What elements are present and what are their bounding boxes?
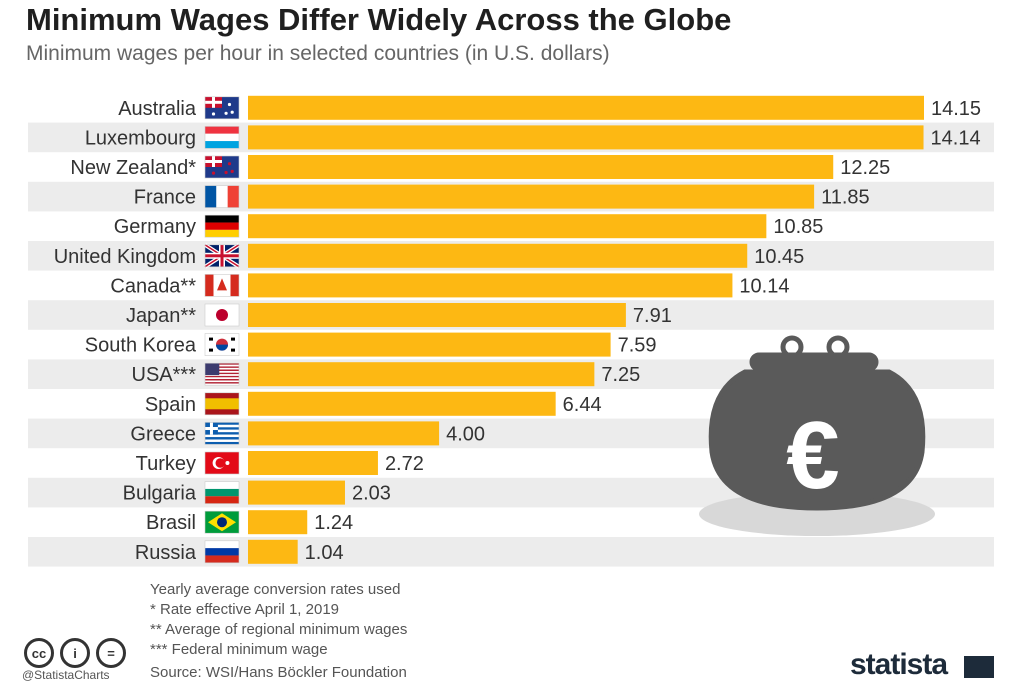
value-label: 7.59 bbox=[618, 335, 657, 357]
spain-flag-icon bbox=[204, 392, 240, 416]
category-label: Canada** bbox=[110, 275, 196, 297]
bar bbox=[248, 391, 556, 416]
category-label: United Kingdom bbox=[54, 246, 196, 268]
bar bbox=[248, 214, 767, 239]
value-label: 11.85 bbox=[821, 187, 870, 209]
usa-flag-icon bbox=[204, 362, 240, 386]
category-label: Greece bbox=[130, 423, 196, 445]
footer-note-1: * Rate effective April 1, 2019 bbox=[150, 601, 340, 618]
value-labels: 14.15 14.14 12.25 11.85 10.85 10.45 10.14 7.91 7… bbox=[305, 98, 981, 564]
footer-note-2: ** Average of regional minimum wages bbox=[150, 621, 408, 638]
category-labels: Australia Luxembourg New Zealand* France Ger… bbox=[54, 98, 197, 564]
value-label: 10.85 bbox=[773, 216, 823, 238]
value-label: 1.04 bbox=[305, 542, 344, 564]
category-label: Australia bbox=[118, 98, 197, 120]
germany-flag-icon bbox=[204, 214, 240, 238]
bar bbox=[248, 510, 308, 535]
south-korea-flag-icon bbox=[204, 333, 240, 356]
category-label: Russia bbox=[135, 542, 197, 564]
category-label: Brasil bbox=[146, 512, 196, 534]
value-label: 7.25 bbox=[601, 364, 640, 386]
source-text: Source: WSI/Hans Böckler Foundation bbox=[150, 664, 407, 681]
footer-note-0: Yearly average conversion rates used bbox=[150, 581, 401, 598]
value-label: 14.15 bbox=[931, 98, 981, 120]
bar bbox=[248, 451, 378, 475]
bars bbox=[248, 95, 924, 564]
purse-frame bbox=[749, 352, 879, 372]
value-label: 12.25 bbox=[840, 157, 890, 179]
canada-flag-icon bbox=[204, 274, 240, 297]
value-label: 7.91 bbox=[633, 305, 672, 327]
category-label: France bbox=[134, 187, 196, 209]
category-label: USA*** bbox=[132, 364, 197, 386]
flags bbox=[203, 96, 241, 564]
statista-logo: statista bbox=[850, 648, 948, 681]
bar bbox=[248, 539, 298, 564]
purse-icon: € bbox=[699, 335, 935, 536]
bar bbox=[248, 332, 611, 357]
japan-flag-icon bbox=[204, 303, 240, 327]
bar bbox=[248, 155, 834, 179]
bar bbox=[248, 480, 345, 505]
bar bbox=[248, 125, 924, 150]
greece-flag-icon bbox=[204, 422, 240, 445]
value-label: 4.00 bbox=[446, 423, 485, 445]
turkey-flag-icon bbox=[204, 451, 240, 475]
bar bbox=[248, 243, 748, 268]
value-label: 10.14 bbox=[739, 275, 789, 297]
bar bbox=[248, 184, 815, 209]
brazil-flag-icon bbox=[204, 510, 240, 534]
value-label: 10.45 bbox=[754, 246, 804, 268]
row-stripe bbox=[28, 537, 994, 567]
russia-flag-icon bbox=[204, 540, 240, 564]
cc-license-icon: cc bbox=[24, 638, 54, 668]
statista-logo-mark-icon bbox=[964, 656, 994, 678]
value-label: 2.03 bbox=[352, 483, 391, 505]
bar bbox=[248, 95, 924, 120]
chart-subtitle: Minimum wages per hour in selected count… bbox=[26, 42, 610, 65]
bar bbox=[248, 303, 626, 327]
statista-handle: @StatistaCharts bbox=[22, 668, 110, 682]
bulgaria-flag-icon bbox=[204, 481, 240, 504]
chart-title: Minimum Wages Differ Widely Across the G… bbox=[26, 2, 732, 37]
bar bbox=[248, 273, 733, 298]
value-label: 1.24 bbox=[314, 512, 353, 534]
category-label: Bulgaria bbox=[123, 483, 197, 505]
attribution-icon: i bbox=[60, 638, 90, 668]
purse-euro-symbol: € bbox=[786, 402, 839, 509]
category-label: South Korea bbox=[85, 335, 197, 357]
bar bbox=[248, 421, 440, 446]
category-label: Spain bbox=[145, 394, 196, 416]
uk-flag-icon bbox=[203, 243, 241, 269]
category-label: Germany bbox=[114, 216, 196, 238]
category-label: Luxembourg bbox=[85, 127, 196, 149]
category-label: Japan** bbox=[126, 305, 196, 327]
value-label: 2.72 bbox=[385, 453, 424, 475]
france-flag-icon bbox=[204, 185, 240, 208]
bar bbox=[248, 362, 595, 387]
luxembourg-flag-icon bbox=[204, 126, 240, 149]
australia-flag-icon bbox=[204, 96, 240, 120]
category-label: Turkey bbox=[136, 453, 196, 475]
footer-note-3: *** Federal minimum wage bbox=[150, 641, 328, 658]
value-label: 14.14 bbox=[931, 127, 981, 149]
purse-body bbox=[708, 369, 926, 511]
no-derivatives-icon: = bbox=[96, 638, 126, 668]
new-zealand-flag-icon bbox=[204, 155, 240, 179]
category-label: New Zealand* bbox=[70, 157, 196, 179]
value-label: 6.44 bbox=[563, 394, 602, 416]
